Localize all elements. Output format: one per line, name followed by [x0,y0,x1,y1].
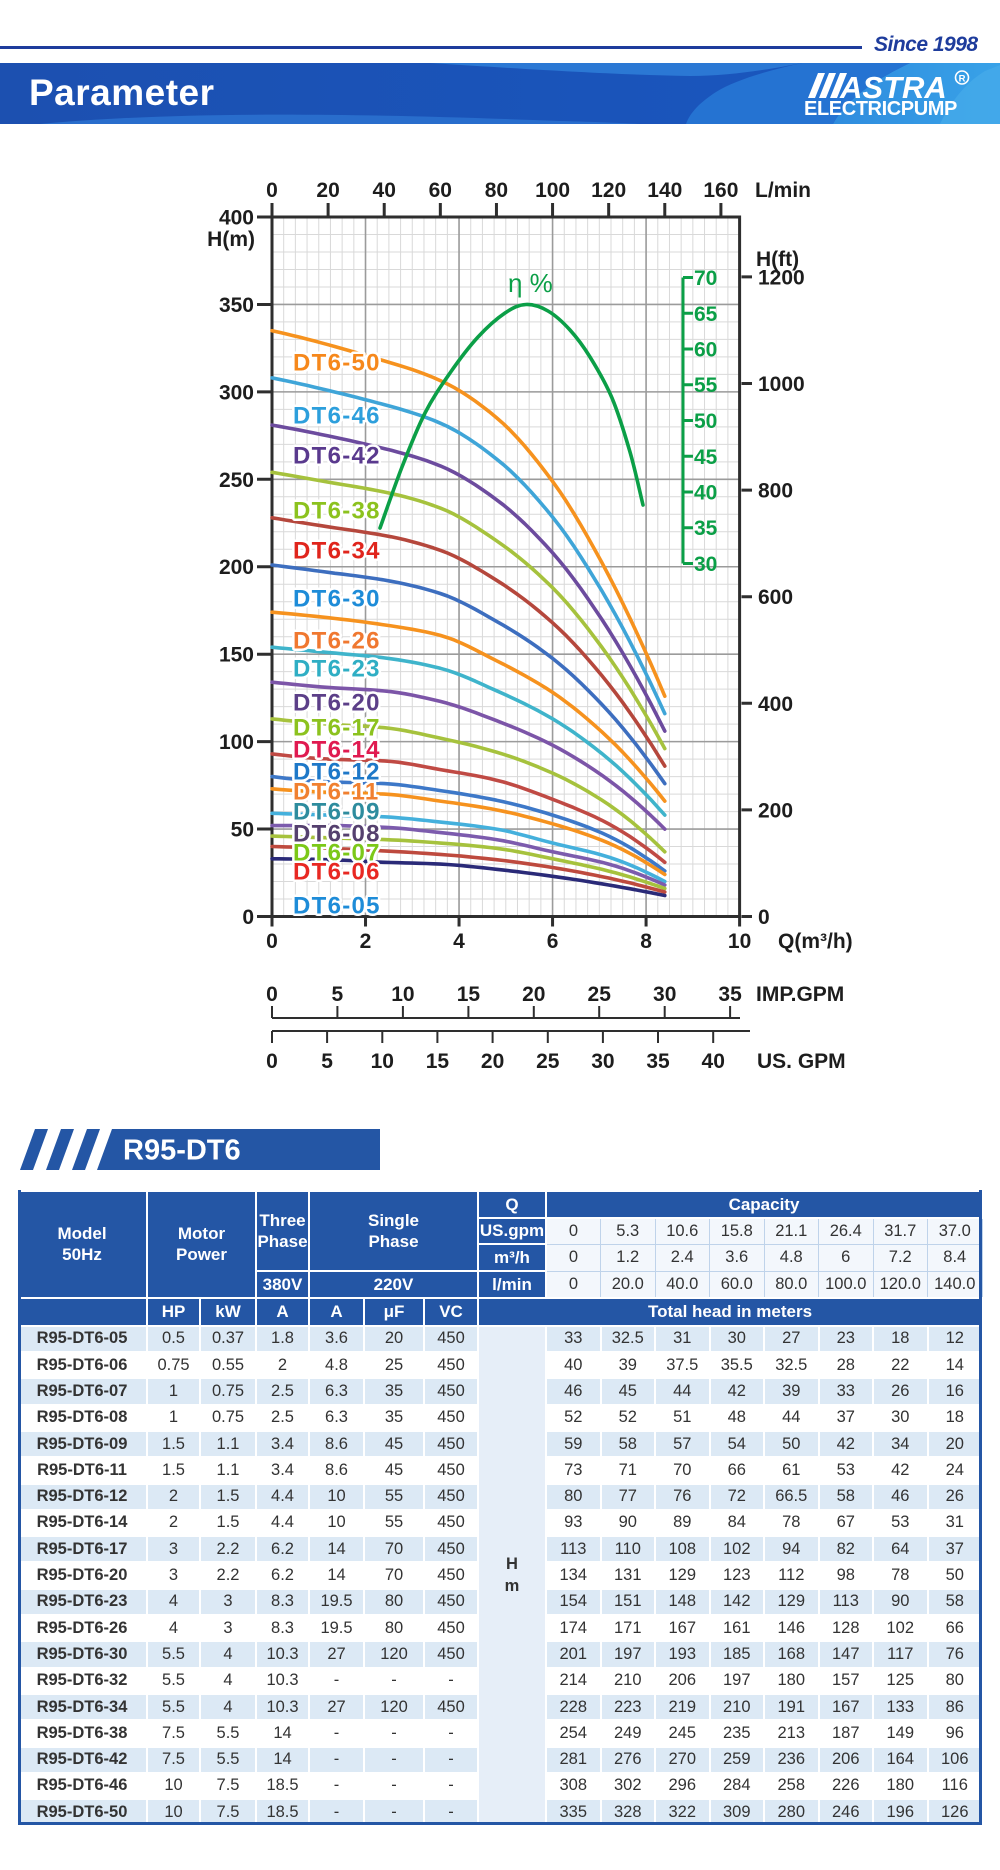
svg-text:40: 40 [702,1050,725,1073]
svg-text:DT6-23: DT6-23 [293,656,381,683]
svg-text:6: 6 [547,930,559,953]
svg-text:0: 0 [266,930,278,953]
svg-text:DT6-42: DT6-42 [293,443,381,470]
svg-text:15: 15 [426,1050,450,1073]
svg-text:800: 800 [758,480,793,503]
svg-text:0: 0 [266,179,278,202]
svg-text:DT6-08: DT6-08 [293,821,381,848]
svg-text:DT6-12: DT6-12 [293,759,381,786]
svg-text:80: 80 [485,179,508,202]
svg-text:40: 40 [373,179,396,202]
svg-text:55: 55 [694,374,718,397]
svg-text:DT6-05: DT6-05 [293,893,381,920]
svg-text:300: 300 [219,381,254,404]
svg-text:L/min: L/min [755,179,811,202]
svg-text:30: 30 [653,983,676,1006]
svg-text:200: 200 [219,556,254,579]
svg-text:DT6-07: DT6-07 [293,840,381,867]
svg-text:4: 4 [453,930,465,953]
svg-text:60: 60 [429,179,452,202]
svg-text:1200: 1200 [758,266,805,289]
svg-text:20: 20 [522,983,545,1006]
svg-text:350: 350 [219,294,254,317]
svg-text:10: 10 [728,930,751,953]
svg-text:R: R [959,74,966,85]
svg-text:400: 400 [758,693,793,716]
svg-text:IMP.GPM: IMP.GPM [756,983,844,1006]
svg-text:ELECTRICPUMP: ELECTRICPUMP [804,98,957,120]
svg-text:20: 20 [316,179,339,202]
svg-text:30: 30 [694,553,717,576]
svg-text:120: 120 [591,179,626,202]
svg-text:DT6-06: DT6-06 [293,859,381,886]
svg-text:10: 10 [371,1050,394,1073]
svg-text:45: 45 [694,446,718,469]
svg-text:DT6-17: DT6-17 [293,715,381,742]
svg-text:60: 60 [694,339,717,362]
svg-text:2: 2 [360,930,372,953]
svg-text:35: 35 [646,1050,670,1073]
svg-text:50: 50 [231,819,254,842]
svg-text:70: 70 [694,267,717,290]
svg-text:DT6-38: DT6-38 [293,498,381,525]
svg-text:100: 100 [535,179,570,202]
svg-text:0: 0 [758,906,770,929]
svg-text:200: 200 [758,799,793,822]
svg-text:0: 0 [266,983,278,1006]
svg-text:160: 160 [703,179,738,202]
svg-text:DT6-26: DT6-26 [293,628,381,655]
svg-text:H(m): H(m) [207,228,255,251]
svg-text:100: 100 [219,731,254,754]
svg-text:DT6-11: DT6-11 [293,779,380,806]
svg-text:ASTRA: ASTRA [839,70,947,105]
svg-text:1000: 1000 [758,373,805,396]
svg-text:DT6-34: DT6-34 [293,538,381,565]
svg-text:140: 140 [647,179,682,202]
svg-text:150: 150 [219,644,254,667]
svg-text:25: 25 [536,1050,560,1073]
svg-text:30: 30 [591,1050,614,1073]
svg-text:25: 25 [588,983,612,1006]
svg-text:35: 35 [694,517,718,540]
svg-text:R95-DT6: R95-DT6 [123,1135,241,1167]
svg-text:600: 600 [758,586,793,609]
svg-text:H(ft): H(ft) [756,248,799,271]
svg-text:DT6-09: DT6-09 [293,799,381,826]
svg-text:10: 10 [391,983,414,1006]
svg-text:0: 0 [266,1050,278,1073]
svg-text:35: 35 [718,983,742,1006]
svg-text:5: 5 [321,1050,333,1073]
svg-text:50: 50 [694,410,717,433]
svg-text:65: 65 [694,303,718,326]
svg-text:400: 400 [219,207,254,230]
svg-text:15: 15 [457,983,481,1006]
svg-text:DT6-14: DT6-14 [293,737,381,764]
svg-text:US. GPM: US. GPM [757,1050,846,1073]
svg-text:250: 250 [219,469,254,492]
svg-text:5: 5 [332,983,344,1006]
svg-text:η %: η % [508,268,553,298]
svg-text:40: 40 [694,482,717,505]
svg-text:DT6-46: DT6-46 [293,403,381,430]
svg-text:Q(m³/h): Q(m³/h) [778,930,853,953]
svg-text:0: 0 [242,906,254,929]
svg-text:DT6-50: DT6-50 [293,350,381,377]
svg-text:8: 8 [640,930,652,953]
svg-text:DT6-20: DT6-20 [293,690,381,717]
svg-text:DT6-30: DT6-30 [293,586,381,613]
svg-text:20: 20 [481,1050,504,1073]
